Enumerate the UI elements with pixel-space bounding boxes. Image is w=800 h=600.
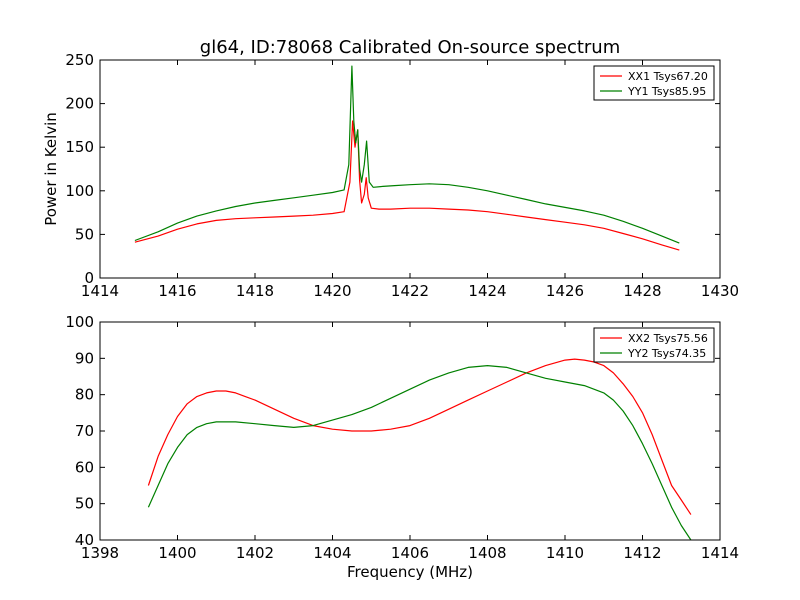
top-x-tick-label: 1430 [701,282,739,300]
bottom-y-tick-label: 100 [65,313,94,331]
bottom-y-tick-label: 40 [75,531,94,549]
top-plot: 1414 1416 1418 1420 1422 1424 1426 1428 1430 0 50 1… [65,51,739,300]
bottom-series-line-1 [147,358,692,515]
bottom-x-tick-label: 1402 [236,544,274,562]
bottom-y-tick-label: 80 [75,386,94,404]
top-x-tick-label: 1416 [158,282,196,300]
top-x-tick-label: 1420 [313,282,351,300]
bottom-legend-box [593,327,715,363]
top-y-tick-label: 100 [65,182,94,200]
bottom-y-tick-label: 50 [75,495,94,513]
bottom-x-tick-label: 1412 [623,544,661,562]
bottom-y-tick-label: 70 [75,422,94,440]
top-series-line-2 [134,65,680,244]
bottom-x-tick-label: 1400 [158,544,196,562]
bottom-x-tick-label: 1408 [468,544,506,562]
bottom-x-tick-label: 1398 [81,544,119,562]
top-legend-box [593,65,715,101]
bottom-x-tick-label: 1406 [391,544,429,562]
bottom-x-tick-label: 1414 [701,544,739,562]
top-legend-label-2: YY1 Tsys85.95 [627,85,706,98]
bottom-y-tick-label: 60 [75,458,94,476]
top-legend-label-1: XX1 Tsys67.20 [628,70,708,83]
top-legend: XX1 Tsys67.20 YY1 Tsys85.95 [593,65,715,101]
top-y-axis-label: Power in Kelvin [42,112,60,226]
bottom-legend-label-2: YY2 Tsys74.35 [627,347,706,360]
bottom-plot: 1398 1400 1402 1404 1406 1408 1410 1412 1414 40 50… [65,313,739,562]
bottom-x-tick-label: 1404 [313,544,351,562]
top-y-tick-label: 50 [75,225,94,243]
bottom-series-line-2 [147,365,692,540]
bottom-legend-label-1: XX2 Tsys75.56 [628,332,708,345]
bottom-legend: XX2 Tsys75.56 YY2 Tsys74.35 [593,327,715,363]
top-x-tick-label: 1422 [391,282,429,300]
top-x-tick-label: 1426 [546,282,584,300]
bottom-x-axis-label: Frequency (MHz) [347,563,473,581]
top-series-line-1 [134,120,680,251]
top-y-tick-label: 150 [65,138,94,156]
top-y-tick-label: 200 [65,95,94,113]
top-x-tick-label: 1424 [468,282,506,300]
bottom-x-tick-label: 1410 [546,544,584,562]
bottom-y-tick-label: 90 [75,349,94,367]
chart-title: gl64, ID:78068 Calibrated On-source spec… [200,37,620,58]
top-x-tick-label: 1428 [623,282,661,300]
top-y-tick-label: 0 [84,269,94,287]
top-x-tick-label: 1418 [236,282,274,300]
top-x-tick-label: 1414 [81,282,119,300]
top-y-tick-label: 250 [65,51,94,69]
